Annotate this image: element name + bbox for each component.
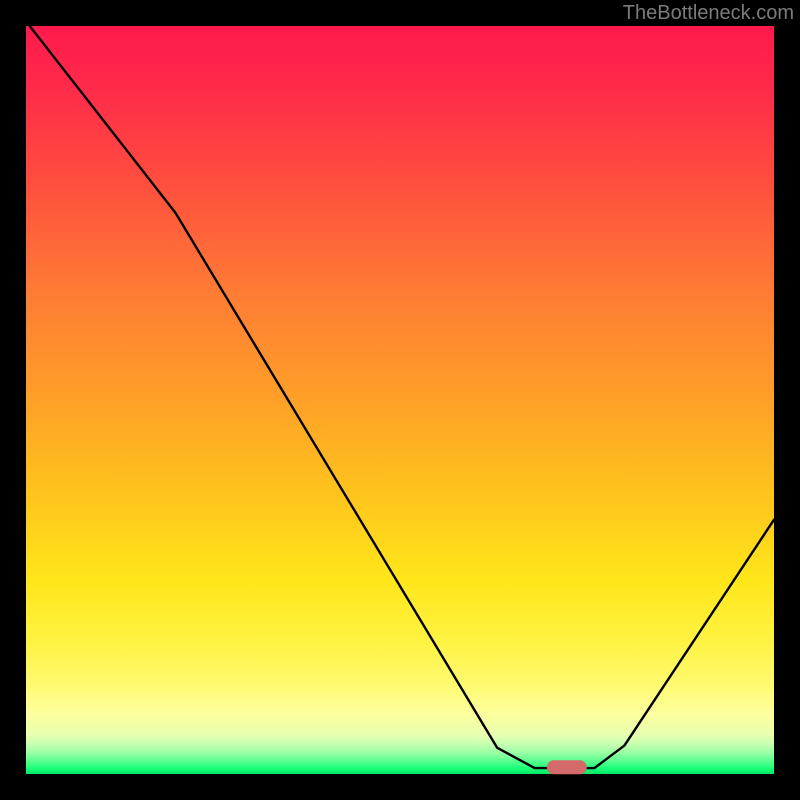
plot-area-gradient [26, 26, 774, 774]
chart-container: TheBottleneck.com [0, 0, 800, 800]
optimal-marker [547, 760, 587, 774]
bottleneck-curve-chart [0, 0, 800, 800]
